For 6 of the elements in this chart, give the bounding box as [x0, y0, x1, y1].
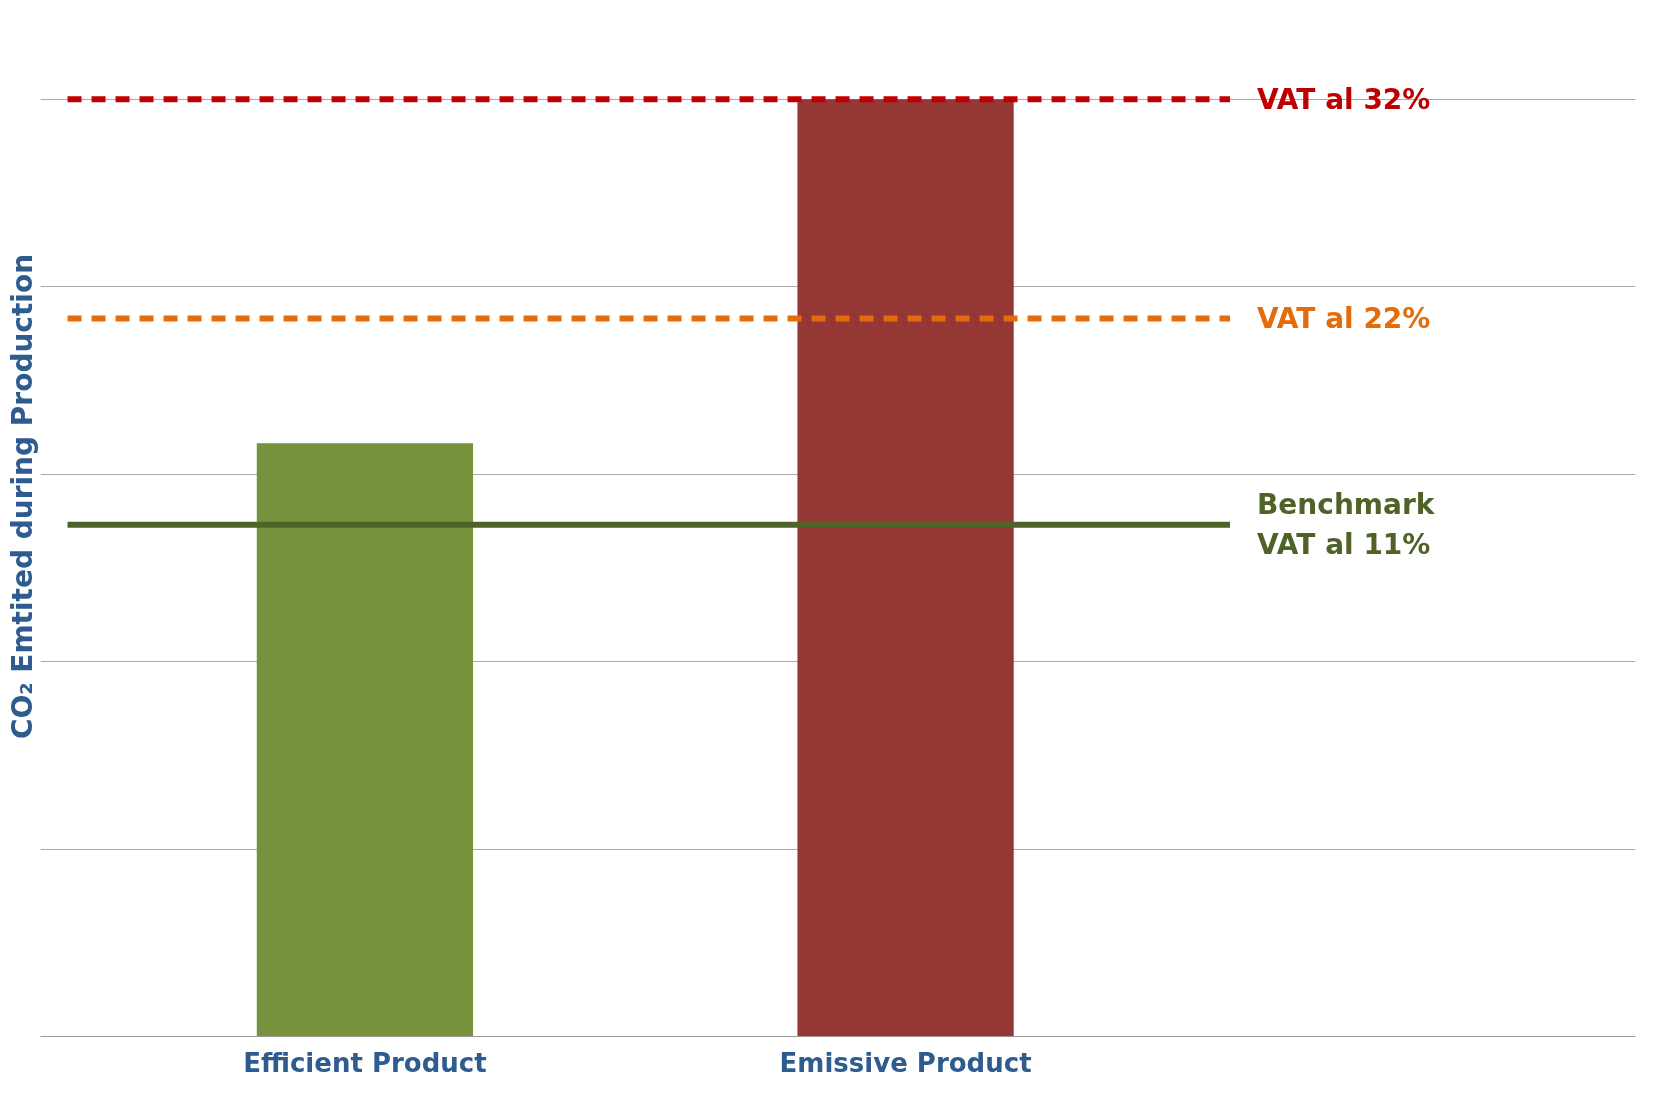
x-tick-label: Emissive Product	[779, 1047, 1032, 1078]
ref-line-label: Benchmark VAT al 11%	[1257, 488, 1436, 562]
y-axis-title: CO₂ Emtited during Production	[6, 253, 39, 740]
ref-line-label: VAT al 32%	[1257, 82, 1431, 116]
ref-line-label: VAT al 22%	[1257, 302, 1431, 336]
x-tick-label: Efficient Product	[243, 1047, 487, 1078]
